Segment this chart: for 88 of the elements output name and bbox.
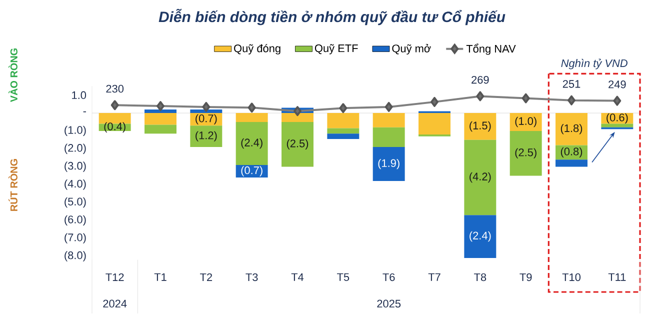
bar (144, 109, 176, 114)
bar (464, 215, 496, 258)
bar (510, 130, 542, 176)
bar (190, 109, 222, 114)
y-tick-label: (7.0) (64, 233, 86, 244)
bar (190, 126, 222, 148)
data-label: (2.5) (515, 148, 536, 158)
x-tick-label: T6 (382, 273, 395, 282)
bar (327, 128, 360, 134)
x-tick-label: T10 (562, 273, 581, 282)
bar (327, 134, 360, 140)
bar (372, 147, 405, 182)
text: 2025 (377, 300, 401, 308)
data-label: 251 (562, 80, 580, 88)
bar (372, 113, 405, 128)
y-tick-label: (5.0) (64, 197, 86, 208)
point (110, 100, 119, 110)
point (476, 91, 484, 102)
bar (98, 113, 131, 124)
data-label: (2.5) (286, 139, 308, 150)
data-label: (1.2) (196, 131, 217, 142)
bar (282, 113, 314, 122)
data-label: (1.9) (378, 158, 400, 170)
point (568, 95, 576, 106)
point (294, 106, 302, 116)
text: Nghìn tỷ VND (561, 58, 628, 70)
point (384, 102, 393, 112)
data-label: (0.7) (241, 166, 262, 176)
x-tick-label: T9 (520, 273, 532, 282)
bar (601, 124, 634, 128)
x-tick-label: T2 (200, 273, 212, 281)
bar (327, 113, 360, 128)
bar (236, 113, 268, 122)
legend-label: Quỹ ETF (314, 44, 358, 54)
y-tick-label: (8.0) (64, 251, 86, 262)
bar (510, 113, 542, 131)
data-label: (1.8) (560, 124, 582, 134)
x-tick-label: T1 (154, 273, 166, 281)
text: 2024 (103, 300, 127, 308)
data-label: (0.8) (560, 147, 582, 158)
point (202, 102, 210, 112)
x-tick-label: T3 (246, 273, 258, 282)
y-tick-label: 1.0 (72, 91, 86, 100)
text: VÀO RÒNG (8, 48, 18, 102)
point (522, 93, 530, 104)
x-tick-label: T4 (291, 273, 304, 281)
data-label: (2.4) (241, 138, 262, 149)
data-label: (0.4) (104, 122, 126, 132)
x-tick-label: T7 (428, 273, 440, 281)
data-label: (0.7) (196, 114, 217, 124)
bar (464, 140, 496, 216)
data-label: 249 (608, 80, 626, 88)
legend-label: Quỹ đóng (234, 44, 280, 54)
y-tick-label: - (83, 111, 86, 112)
data-label: (0.6) (606, 113, 628, 124)
y-tick-label: (1.0) (64, 126, 86, 136)
point (156, 101, 164, 112)
x-tick-label: T5 (337, 273, 350, 281)
bar (372, 127, 405, 148)
bar (464, 113, 496, 140)
data-label: (2.4) (470, 231, 491, 242)
x-tick-label: T12 (106, 273, 124, 281)
point (339, 103, 348, 114)
x-tick-label: T8 (474, 273, 486, 282)
bar (556, 113, 588, 146)
data-label: 269 (472, 76, 489, 84)
data-label: 230 (106, 84, 124, 93)
y-tick-label: (3.0) (64, 162, 86, 172)
bar (144, 113, 176, 125)
point (613, 96, 622, 106)
point (430, 96, 438, 107)
point (248, 102, 256, 113)
data-label: (4.2) (470, 172, 491, 183)
y-tick-label: (4.0) (64, 180, 86, 190)
x-tick-label: T11 (608, 273, 626, 281)
data-label: (1.0) (515, 116, 536, 128)
bar (556, 160, 588, 167)
legend-label: Tổng NAV (466, 44, 516, 55)
y-tick-label: (2.0) (64, 144, 86, 154)
chart-title: Diễn biến dòng tiền ở nhóm quỹ đầu tư Cổ phiếu (158, 8, 506, 26)
bar (144, 124, 176, 134)
bar (282, 122, 314, 167)
bar (418, 113, 450, 135)
text: RÚT RÒNG (8, 159, 18, 211)
data-label: (1.5) (470, 121, 491, 132)
legend-label: Quỹ mở (392, 44, 431, 55)
bar (236, 122, 268, 165)
y-tick-label: (6.0) (64, 215, 86, 226)
